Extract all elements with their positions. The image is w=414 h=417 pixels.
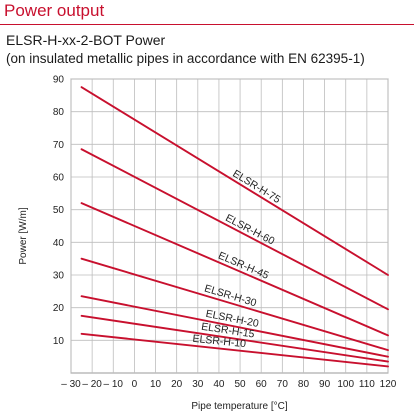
section-title: Power output [4, 1, 105, 20]
series-line [80, 314, 389, 363]
y-tick-label: 70 [53, 140, 65, 151]
x-tick-label: 90 [319, 379, 331, 390]
series-line [80, 332, 389, 368]
y-tick-label: 50 [53, 205, 65, 216]
x-tick-label: – 30 [61, 379, 81, 390]
tick-labels: – 30– 20– 10 0 10 20 30 40 50 60 70 80 90 100 110 120… [53, 75, 397, 391]
x-tick-label: 40 [213, 379, 225, 390]
x-tick-label: – 10 [104, 379, 124, 390]
x-tick-label: 0 [132, 379, 138, 390]
chart-subtitle: (on insulated metallic pipes in accordan… [6, 51, 365, 66]
series-line [80, 202, 389, 337]
series-line [80, 257, 389, 352]
y-tick-label: 80 [53, 107, 65, 118]
x-tick-label: 60 [256, 379, 268, 390]
section-header: Power output [0, 0, 414, 26]
y-tick-label: 90 [53, 75, 65, 86]
x-tick-label: 50 [235, 379, 247, 390]
series-line [80, 86, 389, 276]
y-axis-label: Power [W/m] [18, 207, 29, 264]
x-tick-label: 10 [150, 379, 162, 390]
x-tick-label: 80 [298, 379, 310, 390]
x-tick-label: 120 [380, 379, 397, 390]
series-lines [80, 86, 389, 368]
x-tick-label: 110 [359, 379, 375, 390]
x-tick-label: – 20 [82, 379, 102, 390]
section-divider [0, 24, 414, 25]
x-tick-label: 100 [337, 379, 354, 390]
chart-title: ELSR-H-xx-2-BOT Power [6, 32, 166, 48]
y-tick-label: 40 [53, 238, 65, 249]
y-tick-label: 10 [53, 336, 65, 347]
y-tick-label: 60 [53, 173, 65, 184]
series-line [80, 295, 389, 358]
x-axis-label: Pipe temperature [°C] [191, 401, 287, 412]
x-tick-label: 20 [171, 379, 183, 390]
series-line [80, 148, 389, 311]
x-tick-label: 30 [192, 379, 204, 390]
x-tick-label: 70 [277, 379, 289, 390]
series-label: ELSR-H-10 [192, 333, 247, 351]
y-tick-label: 30 [53, 271, 65, 282]
y-tick-label: 20 [53, 303, 65, 314]
